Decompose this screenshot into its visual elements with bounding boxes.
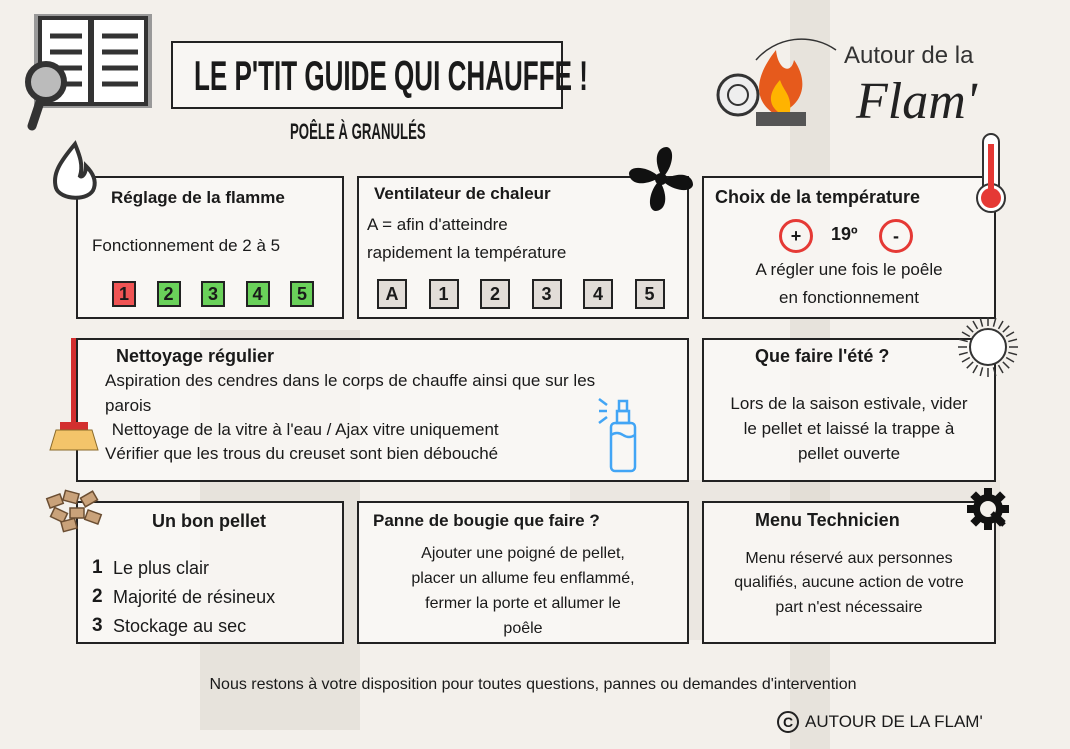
spark-plug-line4: poêle [503,620,543,637]
title-box [171,41,563,109]
cleaning-title: Nettoyage régulier [116,346,275,366]
technician-line2: qualifiés, aucune action de votre [734,574,964,591]
fan-icon [629,147,693,211]
cleaning-line2: parois [105,396,152,415]
fan-card [357,176,689,319]
sun-icon [958,317,1018,377]
pellet-card [76,501,344,644]
technician-card [702,501,996,644]
pellet-item-text: Stockage au sec [113,616,247,636]
flame-setting-title: Réglage de la flamme [111,188,285,207]
cleaning-card [76,338,689,482]
spark-plug-line2: placer un allume feu enflammé, [411,570,635,587]
fan-line2: rapidement la température [367,243,567,262]
fan-title: Ventilateur de chaleur [374,184,551,203]
pellet-item-number: 3 [92,615,103,636]
summer-line2: le pellet et laissé la trappe à [743,419,955,438]
flame-icon [53,140,97,200]
spark-plug-card [357,501,689,644]
pellet-item-number: 2 [92,586,103,607]
cleaning-line4: Vérifier que les trous du creuset sont b… [105,444,499,463]
pellet-item-text: Majorité de résineux [113,587,276,607]
fan-line1: A = afin d'atteindre [367,215,508,234]
spark-plug-title: Panne de bougie que faire ? [373,511,600,530]
fan-level-4: 4 [583,279,613,309]
fan-level-1: 1 [428,279,459,309]
flame-level-4: 4 [245,281,270,307]
fan-level-2: 2 [480,279,510,309]
pellet-item-number: 1 [92,557,103,578]
temperature-minus-button[interactable]: - [879,219,913,253]
flame-level-2: 2 [156,281,181,307]
technician-line3: part n'est nécessaire [775,599,923,616]
technician-line1: Menu réservé aux personnes [745,550,953,567]
logo-line1: Autour de la [844,42,974,69]
spark-plug-line1: Ajouter une poigné de pellet, [421,545,625,562]
temperature-line2: en fonctionnement [779,288,919,307]
logo-line2: Flam' [856,73,977,130]
technician-title: Menu Technicien [755,510,900,530]
thermometer-icon [976,133,1006,213]
temperature-plus-button[interactable]: + [779,219,813,253]
gear-wrench-icon [967,488,1009,530]
temperature-card [702,176,996,319]
copyright-icon: C [777,711,799,733]
summer-line3: pellet ouverte [797,444,901,463]
summer-card [702,338,996,482]
temperature-title: Choix de la température [715,187,921,207]
page-title: LE P'TIT GUIDE QUI CHAUFFE ! [194,52,588,99]
copyright-text: AUTOUR DE LA FLAM' [805,712,983,731]
fan-level-5: 5 [634,279,665,309]
flame-level-5: 5 [290,281,314,307]
flame-setting-text: Fonctionnement de 2 à 5 [92,236,281,255]
temperature-value: 19º [831,224,858,244]
flame-level-1: 1 [112,281,136,307]
summer-line1: Lors de la saison estivale, vider [730,394,968,413]
summer-title: Que faire l'été ? [755,346,890,366]
flame-level-3: 3 [201,281,225,307]
brand-logo: Autour de la Flam' [716,20,977,132]
spray-bottle-icon [598,398,637,473]
pellets-icon [45,489,103,533]
footer-text: Nous restons à votre disposition pour to… [209,676,857,693]
fan-level-3: 3 [531,279,562,309]
pellet-item-text: Le plus clair [113,558,210,578]
cleaning-line3: Nettoyage de la vitre à l'eau / Ajax vit… [107,420,499,439]
broom-icon [49,338,99,451]
book-magnifier-icon [25,14,152,131]
pellet-title: Un bon pellet [152,511,266,531]
page-subtitle: POÊLE À GRANULÉS [290,119,426,144]
cleaning-line1: Aspiration des cendres dans le corps de … [105,371,596,390]
spark-plug-line3: fermer la porte et allumer le [425,595,621,612]
fan-level-a: A [377,279,407,309]
temperature-line1: A régler une fois le poêle [755,260,943,279]
